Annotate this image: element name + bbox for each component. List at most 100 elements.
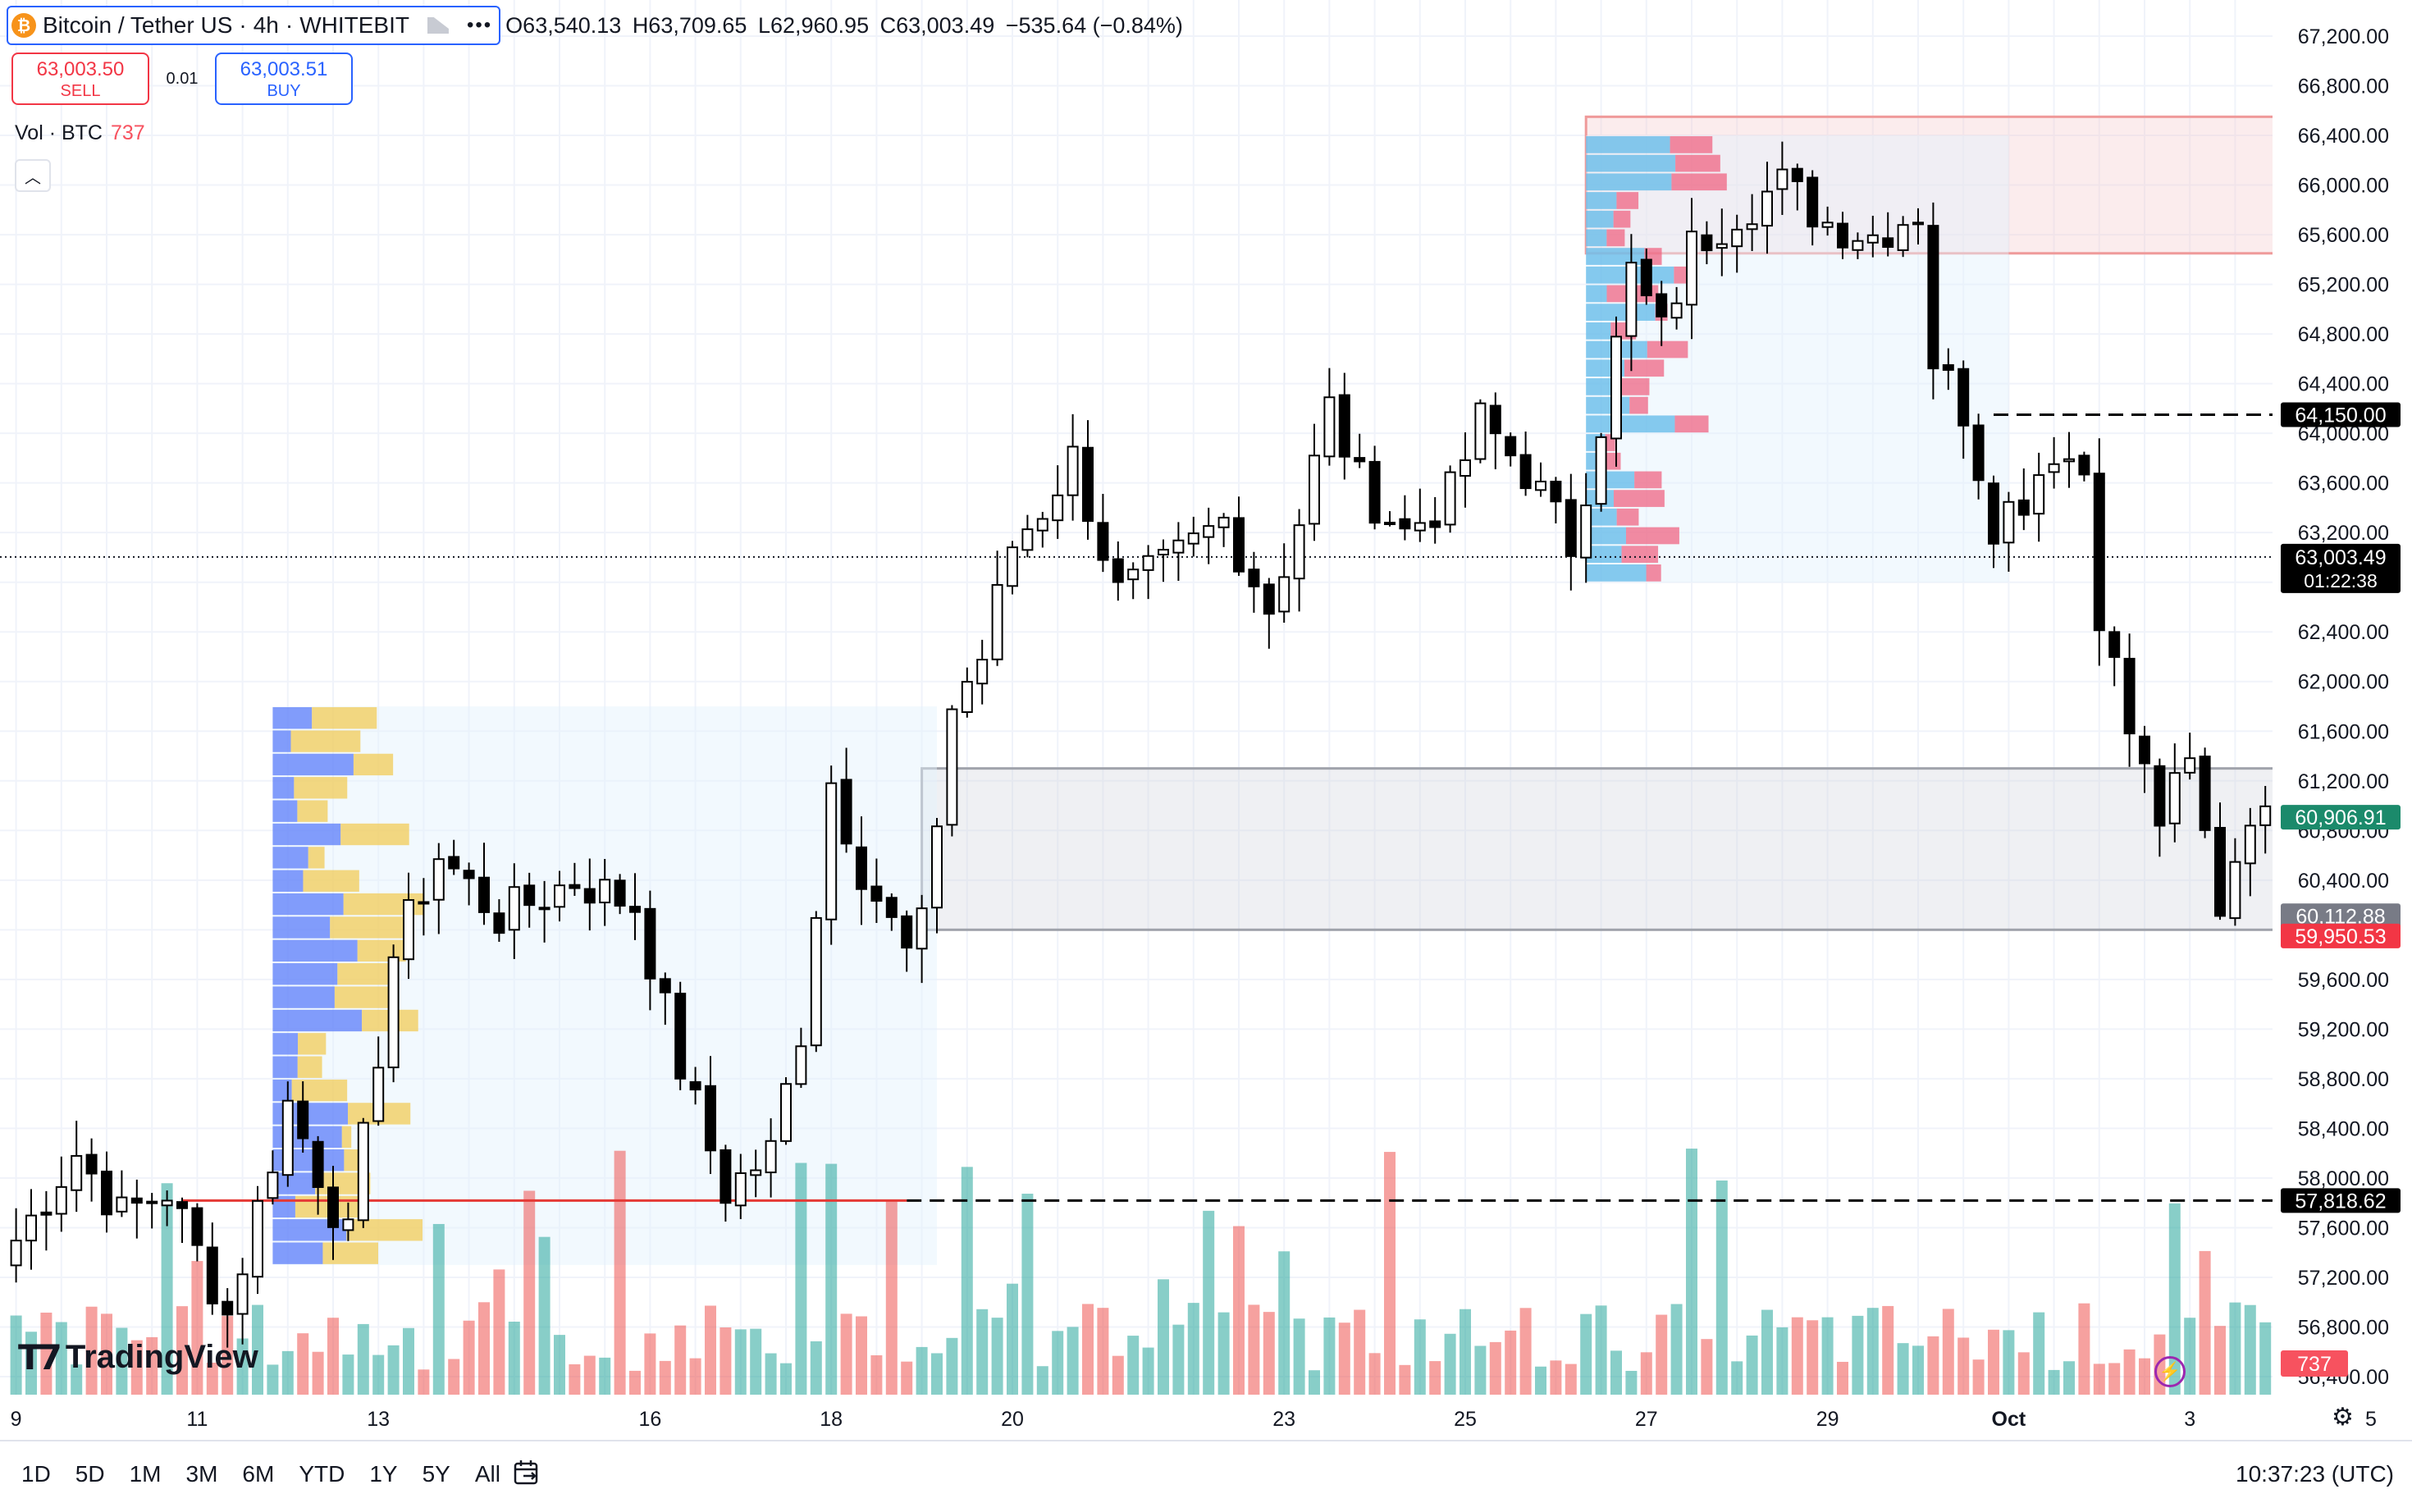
profile-row-up (272, 870, 304, 892)
profile-row-up (272, 1033, 299, 1055)
range-button-all[interactable]: All (474, 1461, 500, 1487)
candle (418, 878, 430, 936)
volume-bar (508, 1321, 520, 1395)
candle-body (267, 1172, 279, 1199)
range-button-5d[interactable]: 5D (75, 1461, 105, 1487)
profile-row-up (272, 986, 335, 1008)
range-button-1y[interactable]: 1Y (369, 1461, 398, 1487)
profile-row-up (1586, 210, 1614, 228)
candle-body (2123, 657, 2136, 735)
candle (1837, 212, 1848, 259)
symbol-selector[interactable]: ₿ Bitcoin / Tether US · 4h · WHITEBIT ••… (7, 6, 501, 45)
lightning-icon[interactable]: ⚡ (2154, 1356, 2186, 1387)
open-value: O63,540.13 (505, 12, 622, 38)
collapse-legend-button[interactable]: ︿ (15, 159, 51, 192)
range-button-5y[interactable]: 5Y (422, 1461, 450, 1487)
candle (1414, 488, 1426, 542)
sell-button[interactable]: 63,003.50 SELL (11, 53, 149, 105)
candle-body (1761, 190, 1773, 227)
more-dots-icon[interactable]: ••• (466, 14, 493, 36)
candle (2017, 468, 2030, 531)
buy-button[interactable]: 63,003.51 BUY (215, 53, 353, 105)
profile-row-down (1606, 229, 1625, 247)
volume-bar (1338, 1322, 1350, 1395)
volume-bar (1807, 1320, 1819, 1395)
volume-bar (599, 1357, 611, 1395)
volume-bar (1309, 1370, 1320, 1395)
separator: · (239, 12, 247, 38)
interval-label[interactable]: 4h (253, 12, 279, 38)
candle (2063, 432, 2075, 488)
range-button-1d[interactable]: 1D (21, 1461, 51, 1487)
sell-price: 63,003.50 (36, 58, 125, 80)
price-lines (0, 413, 2273, 1202)
candle-body (1776, 168, 1788, 190)
volume-bar (569, 1364, 581, 1395)
candle (583, 858, 596, 931)
candle (2229, 838, 2241, 926)
profile-row-up (272, 847, 308, 869)
candle (2003, 491, 2015, 572)
candle (1791, 163, 1803, 211)
candle-body (1701, 234, 1713, 252)
volume-bar (765, 1353, 777, 1395)
volume-bar (1791, 1317, 1803, 1395)
volume-bar (1248, 1304, 1260, 1395)
price-axis: 56,400.0056,800.0057,200.0057,600.0058,0… (2273, 0, 2412, 1440)
candle-body (810, 916, 822, 1047)
range-button-ytd[interactable]: YTD (299, 1461, 345, 1487)
candle-body (1519, 454, 1532, 490)
tradingview-logo[interactable]: 𝗧𝟳 TradingView (18, 1337, 258, 1377)
candle-body (1640, 258, 1652, 297)
candle-body (1338, 394, 1350, 458)
candle (2123, 633, 2136, 767)
candle-body (1097, 522, 1109, 561)
candle (961, 667, 973, 718)
candle (146, 1193, 158, 1229)
profile-row-up (272, 1195, 295, 1218)
candle (1670, 286, 1683, 330)
chart-header: ₿ Bitcoin / Tether US · 4h · WHITEBIT ••… (7, 6, 1188, 45)
volume-bar (146, 1336, 158, 1395)
price-tick-label: 57,200.00 (2298, 1267, 2389, 1290)
profile-row-down (322, 1242, 379, 1264)
candle (689, 1067, 701, 1105)
range-button-3m[interactable]: 3M (185, 1461, 218, 1487)
candle (840, 747, 852, 853)
candle (1158, 539, 1169, 582)
candle (719, 1144, 732, 1222)
utc-clock[interactable]: 10:37:23 (UTC) (2236, 1461, 2394, 1487)
volume-bar (885, 1200, 898, 1395)
candle (312, 1135, 324, 1215)
profile-row-up (272, 1056, 298, 1078)
candle-body (765, 1140, 777, 1174)
volume-bar (1399, 1364, 1411, 1395)
candle-body (1821, 222, 1834, 228)
volume-bar (1474, 1345, 1487, 1395)
range-button-6m[interactable]: 6M (242, 1461, 275, 1487)
candle-body (236, 1273, 249, 1315)
volume-bar (1519, 1308, 1532, 1395)
candle (176, 1197, 188, 1243)
profile-row-up (1586, 154, 1676, 172)
price-chart[interactable]: 56,400.0056,800.0057,200.0057,600.0058,0… (0, 0, 2412, 1440)
time-tick-label: 18 (820, 1408, 843, 1431)
candle-body (1429, 520, 1441, 528)
volume-bar (1640, 1352, 1652, 1395)
price-tick-label: 59,200.00 (2298, 1018, 2389, 1041)
calendar-goto-icon[interactable] (512, 1458, 541, 1487)
volume-bar (463, 1320, 475, 1395)
candle (1519, 431, 1532, 496)
volume-bar (1882, 1305, 1894, 1395)
volume-legend[interactable]: Vol · BTC 737 (15, 121, 145, 145)
range-button-1m[interactable]: 1M (129, 1461, 162, 1487)
candle (1429, 496, 1441, 544)
profile-row-up (1586, 415, 1675, 433)
volume-bar (810, 1341, 822, 1395)
settings-gear-icon[interactable]: ⚙ (2332, 1404, 2354, 1431)
volume-bar (1384, 1152, 1396, 1395)
volume-bar (1837, 1361, 1848, 1395)
candle (2078, 451, 2090, 482)
volume-bar (2078, 1303, 2090, 1395)
candle-body (508, 886, 520, 931)
